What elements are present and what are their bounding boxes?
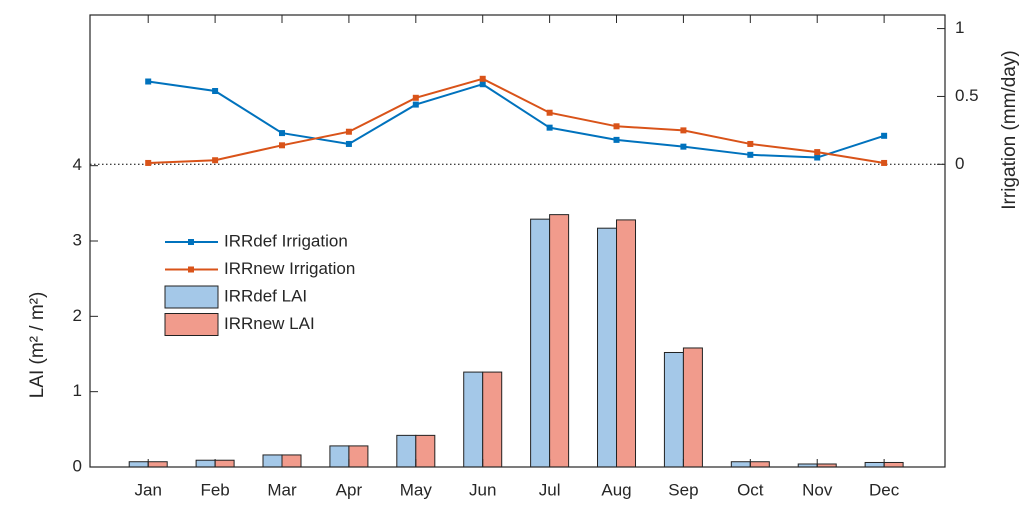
y2-tick-label: 1	[955, 18, 964, 37]
x-tick-label: Aug	[601, 480, 631, 499]
marker	[680, 127, 687, 134]
marker	[814, 149, 821, 156]
x-tick-label: Sep	[668, 480, 698, 499]
bar	[883, 461, 904, 468]
bar	[749, 461, 770, 468]
marker	[345, 140, 352, 147]
marker	[747, 151, 754, 158]
bar	[482, 371, 503, 468]
marker	[479, 75, 486, 82]
marker	[412, 101, 419, 108]
y2-tick-label: 0.5	[955, 86, 979, 105]
marker	[680, 143, 687, 150]
y-tick-label: 3	[73, 230, 82, 249]
legend-marker	[188, 266, 194, 273]
marker	[279, 130, 286, 137]
x-tick-label: Dec	[869, 480, 900, 499]
x-tick-label: Mar	[267, 480, 297, 499]
bar	[415, 434, 436, 468]
bar	[864, 461, 885, 468]
bar	[530, 218, 551, 468]
bar	[128, 461, 149, 468]
bar	[396, 434, 417, 468]
bar	[682, 347, 703, 468]
y-tick-label: 0	[73, 456, 82, 475]
plot-frame	[89, 14, 946, 468]
marker	[412, 94, 419, 101]
marker	[613, 123, 620, 130]
marker	[814, 154, 821, 161]
x-tick-label: Nov	[802, 480, 833, 499]
x-tick-label: Apr	[336, 480, 363, 499]
bar	[195, 459, 216, 468]
marker	[212, 88, 219, 95]
x-tick-label: Jul	[539, 480, 561, 499]
x-tick-label: Jan	[134, 480, 161, 499]
marker	[212, 157, 219, 164]
marker	[145, 159, 152, 166]
legend-label: IRRnew Irrigation	[224, 259, 355, 278]
line	[148, 77, 885, 164]
bar	[214, 459, 235, 468]
bar	[147, 461, 168, 468]
bar	[262, 454, 283, 468]
marker	[546, 124, 553, 131]
bar	[616, 219, 637, 468]
x-tick-label: May	[400, 480, 433, 499]
bar	[348, 445, 369, 468]
bar	[730, 461, 751, 468]
legend-swatch	[164, 285, 219, 309]
marker	[479, 81, 486, 88]
legend-swatch	[164, 313, 219, 336]
y-tick-label: 1	[73, 381, 82, 400]
marker	[145, 78, 152, 85]
y-tick-label: 4	[73, 155, 82, 174]
y2-tick-label: 0	[955, 154, 964, 173]
legend-marker	[188, 239, 194, 245]
y-axis-label: LAI (m² / m²)	[27, 292, 48, 399]
legend-label: IRRnew LAI	[224, 314, 315, 333]
x-tick-label: Jun	[469, 480, 496, 499]
marker	[881, 132, 888, 139]
marker	[546, 109, 553, 116]
x-tick-label: Oct	[737, 480, 764, 499]
bar	[329, 445, 350, 468]
line	[148, 80, 885, 159]
marker	[747, 140, 754, 147]
bar	[663, 351, 684, 468]
bar	[597, 227, 618, 468]
marker	[881, 159, 888, 166]
bar	[549, 214, 570, 468]
marker	[279, 142, 286, 149]
legend-label: IRRdef Irrigation	[224, 231, 348, 250]
y-tick-label: 2	[73, 306, 82, 325]
bar	[281, 454, 302, 468]
y2-axis-label: Irrigation (mm/day)	[999, 50, 1020, 209]
x-tick-label: Feb	[200, 480, 229, 499]
marker	[345, 128, 352, 135]
bar	[463, 371, 484, 468]
legend-label: IRRdef LAI	[224, 286, 307, 305]
marker	[613, 136, 620, 143]
